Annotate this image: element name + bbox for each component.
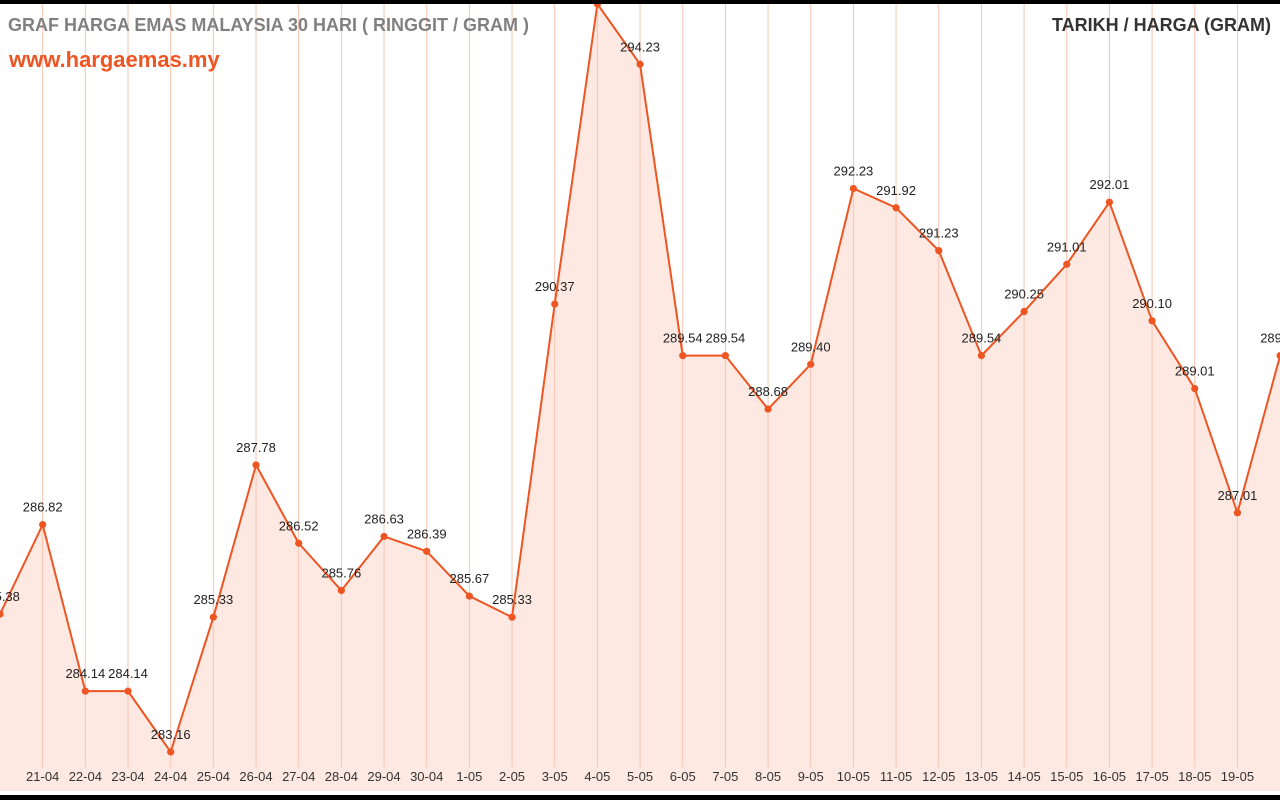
value-label: 286.39: [407, 526, 447, 541]
x-tick-label: 29-04: [367, 769, 400, 784]
value-label: 289.54: [663, 331, 703, 346]
value-label: 291.92: [876, 183, 916, 198]
data-point: [0, 610, 4, 618]
value-label: 292.23: [834, 164, 874, 179]
x-tick-label: 25-04: [197, 769, 230, 784]
data-point: [423, 547, 431, 555]
data-point: [849, 184, 858, 193]
data-point: [1105, 198, 1114, 206]
data-point: [39, 521, 47, 529]
data-point: [337, 586, 345, 595]
data-point: [636, 60, 644, 68]
value-label: 289.54: [962, 331, 1002, 346]
value-label: 285.67: [449, 571, 489, 586]
value-label: 286.63: [364, 511, 404, 526]
value-label: 287.78: [236, 440, 276, 455]
data-point: [380, 532, 388, 541]
value-label: 285.33: [193, 592, 233, 607]
data-point: [679, 352, 687, 360]
x-tick-label: 19-05: [1221, 769, 1254, 784]
x-tick-label: 13-05: [965, 769, 998, 784]
website-link[interactable]: www.hargaemas.my: [9, 47, 220, 72]
data-point: [721, 352, 729, 360]
x-tick-label: 12-05: [922, 769, 955, 784]
data-point: [252, 461, 260, 469]
data-point: [892, 204, 900, 212]
value-label: 289.54: [1260, 331, 1280, 346]
value-label: 290.10: [1132, 296, 1172, 311]
legend-label: TARIKH / HARGA (GRAM): [1052, 15, 1271, 35]
data-point: [465, 592, 473, 600]
x-tick-label: 21-04: [26, 769, 59, 784]
data-point: [807, 360, 815, 368]
value-label: 286.82: [23, 500, 63, 515]
data-point: [1276, 352, 1280, 360]
x-tick-label: 10-05: [837, 769, 870, 784]
value-label: 290.37: [535, 279, 575, 294]
value-label: 287.01: [1218, 488, 1258, 503]
x-tick-label: 4-05: [584, 769, 610, 784]
value-label: 291.23: [919, 226, 959, 241]
x-tick-label: 6-05: [670, 769, 696, 784]
x-tick-label: 27-04: [282, 769, 315, 784]
x-tick-label: 3-05: [542, 769, 568, 784]
data-point: [1020, 307, 1028, 316]
x-tick-label: 14-05: [1007, 769, 1040, 784]
x-tick-label: 11-05: [880, 769, 912, 784]
data-point: [977, 352, 986, 360]
data-point: [167, 748, 175, 756]
data-point: [551, 300, 559, 308]
x-tick-label: 16-05: [1093, 769, 1126, 784]
value-label: 291.01: [1047, 239, 1087, 254]
data-point: [508, 613, 516, 621]
x-tick-label: 18-05: [1178, 769, 1211, 784]
value-label: 288.68: [748, 384, 788, 399]
x-tick-label: 5-05: [627, 769, 653, 784]
value-label: 283.16: [151, 727, 191, 742]
value-label: 289.01: [1175, 364, 1215, 379]
data-point: [124, 687, 132, 695]
value-label: 290.25: [1004, 287, 1044, 302]
value-label: 285.33: [492, 592, 532, 607]
value-label: 294.23: [620, 39, 660, 54]
data-point: [295, 539, 303, 547]
chart-title: GRAF HARGA EMAS MALAYSIA 30 HARI ( RINGG…: [8, 15, 530, 35]
x-tick-label: 30-04: [410, 769, 443, 784]
x-tick-label: 15-05: [1050, 769, 1083, 784]
data-point: [1191, 384, 1199, 393]
x-tick-label: 1-05: [456, 769, 482, 784]
data-point: [81, 687, 89, 695]
value-label: 285.38: [0, 589, 20, 604]
data-point: [1063, 260, 1071, 268]
value-label: 284.14: [108, 666, 148, 681]
value-label: 285.76: [321, 565, 361, 580]
data-point: [935, 247, 943, 255]
value-label: 289.40: [791, 339, 831, 354]
value-label: 286.52: [279, 518, 319, 533]
data-point: [1148, 317, 1156, 325]
data-point: [209, 613, 217, 621]
x-tick-label: 23-04: [111, 769, 144, 784]
x-tick-label: 26-04: [239, 769, 272, 784]
value-label: 289.54: [706, 331, 746, 346]
value-label: 284.14: [65, 666, 105, 681]
x-tick-label: 24-04: [154, 769, 187, 784]
x-tick-label: 28-04: [325, 769, 358, 784]
data-point: [593, 4, 601, 8]
x-tick-label: 8-05: [755, 769, 781, 784]
x-tick-label: 7-05: [712, 769, 738, 784]
data-point: [764, 405, 772, 413]
x-tick-label: 9-05: [798, 769, 824, 784]
x-tick-label: 17-05: [1135, 769, 1168, 784]
data-point: [1233, 509, 1242, 517]
value-label: 292.01: [1090, 177, 1130, 192]
x-tick-label: 22-04: [69, 769, 102, 784]
x-tick-label: 2-05: [499, 769, 525, 784]
